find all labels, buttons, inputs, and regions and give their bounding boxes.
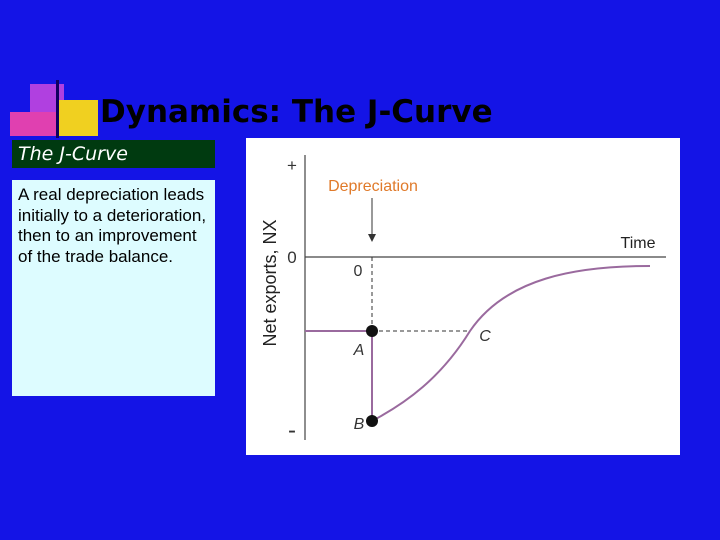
arrow-head [368,234,376,242]
point-a [366,325,378,337]
event-label: Depreciation [328,178,418,195]
point-b [366,415,378,427]
point-b-label: B [354,416,365,433]
decoration [56,80,59,138]
figure-background [246,138,680,455]
sidebar-text: A real depreciation leads initially to a… [12,180,215,396]
decoration [58,100,98,136]
x-axis-label: Time [621,235,656,252]
j-curve [305,265,651,423]
sidebar-heading: The J-Curve [12,140,215,168]
plus-label: + [287,156,297,175]
zero-label: 0 [287,248,296,267]
point-a-label: A [353,342,365,359]
j-curve-diagram: + 0 - Net exports, NX Time Depreciation … [246,138,680,455]
event-time-label: 0 [354,263,363,280]
y-axis-label: Net exports, NX [260,219,280,346]
minus-label: - [288,417,296,444]
decoration [10,112,56,136]
point-c-label: C [479,328,491,345]
slide-title: Dynamics: The J-Curve [100,94,493,130]
